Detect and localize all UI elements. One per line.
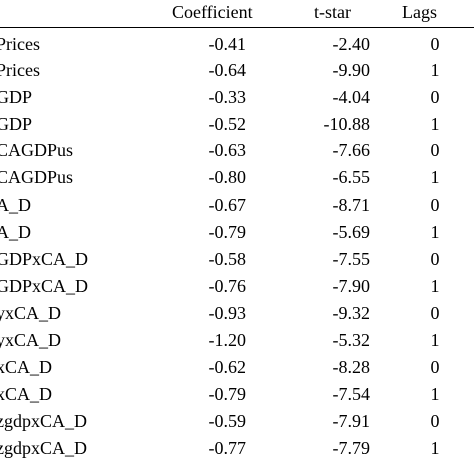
lags-cell: 0	[430, 303, 440, 323]
tstar-cell: -8.71	[332, 195, 371, 215]
variable-cell: A_D	[0, 222, 31, 242]
lags-cell: 0	[430, 87, 440, 107]
table-row: zgdpxCA_D -0.59 -7.91 0	[0, 408, 474, 434]
lags-cell: 1	[430, 384, 440, 404]
table-row: CAGDPus -0.80 -6.55 1	[0, 164, 474, 190]
coefficient-cell: -0.93	[208, 303, 247, 323]
tstar-cell: -7.55	[332, 249, 371, 269]
coefficient-cell: -0.76	[208, 276, 247, 296]
coefficient-cell: -0.41	[208, 34, 247, 54]
table-row: yxCA_D -0.93 -9.32 0	[0, 300, 474, 326]
tstar-cell: -2.40	[332, 34, 371, 54]
table-row: GDP -0.52 -10.88 1	[0, 111, 474, 137]
variable-cell: CAGDPus	[0, 140, 74, 160]
table-row: yxCA_D -1.20 -5.32 1	[0, 327, 474, 353]
table-row: Prices -0.41 -2.40 0	[0, 31, 474, 57]
header-coefficient: Coefficient	[172, 2, 253, 22]
lags-cell: 0	[430, 249, 440, 269]
variable-cell: zgdpxCA_D	[0, 411, 87, 431]
coefficient-cell: -1.20	[208, 330, 247, 350]
header-tstar: t-star	[314, 2, 351, 22]
tstar-cell: -7.90	[332, 276, 371, 296]
coefficient-cell: -0.52	[208, 114, 247, 134]
coefficient-cell: -0.58	[208, 249, 247, 269]
tstar-cell: -5.32	[332, 330, 371, 350]
variable-cell: xCA_D	[0, 357, 53, 377]
tstar-cell: -7.79	[332, 438, 371, 458]
coefficient-cell: -0.33	[208, 87, 247, 107]
lags-cell: 1	[430, 438, 440, 458]
table-row: GDPxCA_D -0.76 -7.90 1	[0, 273, 474, 299]
variable-cell: GDPxCA_D	[0, 276, 89, 296]
table-row: xCA_D -0.79 -7.54 1	[0, 381, 474, 407]
lags-cell: 1	[430, 276, 440, 296]
tstar-cell: -8.28	[332, 357, 371, 377]
variable-cell: A_D	[0, 195, 31, 215]
variable-cell: zgdpxCA_D	[0, 438, 87, 458]
tstar-cell: -9.90	[332, 60, 371, 80]
lags-cell: 0	[430, 357, 440, 377]
lags-cell: 0	[430, 140, 440, 160]
coefficient-cell: -0.79	[208, 384, 247, 404]
variable-cell: CAGDPus	[0, 167, 74, 187]
lags-cell: 0	[430, 195, 440, 215]
coefficient-cell: -0.80	[208, 167, 247, 187]
coefficient-cell: -0.67	[208, 195, 247, 215]
tstar-cell: -9.32	[332, 303, 371, 323]
tstar-cell: -7.66	[332, 140, 371, 160]
variable-cell: xCA_D	[0, 384, 53, 404]
lags-cell: 0	[430, 34, 440, 54]
lags-cell: 1	[430, 330, 440, 350]
coefficient-cell: -0.63	[208, 140, 247, 160]
variable-cell: GDP	[0, 87, 33, 107]
table-row: GDPxCA_D -0.58 -7.55 0	[0, 246, 474, 272]
coefficient-cell: -0.59	[208, 411, 247, 431]
header-divider	[0, 27, 474, 28]
lags-cell: 1	[430, 60, 440, 80]
header-lags: Lags	[402, 2, 437, 22]
table-row: zgdpxCA_D -0.77 -7.79 1	[0, 435, 474, 461]
tstar-cell: -10.88	[323, 114, 371, 134]
coefficient-cell: -0.64	[208, 60, 247, 80]
tstar-cell: -4.04	[332, 87, 371, 107]
lags-cell: 1	[430, 167, 440, 187]
tstar-cell: -7.91	[332, 411, 371, 431]
table-row: xCA_D -0.62 -8.28 0	[0, 354, 474, 380]
coefficient-cell: -0.79	[208, 222, 247, 242]
table-row: CAGDPus -0.63 -7.66 0	[0, 137, 474, 163]
tstar-cell: -5.69	[332, 222, 371, 242]
table-row: GDP -0.33 -4.04 0	[0, 84, 474, 110]
coefficient-cell: -0.62	[208, 357, 247, 377]
coefficient-cell: -0.77	[208, 438, 247, 458]
tstar-cell: -6.55	[332, 167, 371, 187]
variable-cell: GDPxCA_D	[0, 249, 89, 269]
tstar-cell: -7.54	[332, 384, 371, 404]
table-row: Prices -0.64 -9.90 1	[0, 57, 474, 83]
lags-cell: 1	[430, 114, 440, 134]
variable-cell: GDP	[0, 114, 33, 134]
variable-cell: yxCA_D	[0, 330, 62, 350]
variable-cell: yxCA_D	[0, 303, 62, 323]
variable-cell: Prices	[0, 60, 40, 80]
table-row: A_D -0.67 -8.71 0	[0, 192, 474, 218]
table-row: A_D -0.79 -5.69 1	[0, 219, 474, 245]
variable-cell: Prices	[0, 34, 40, 54]
lags-cell: 0	[430, 411, 440, 431]
lags-cell: 1	[430, 222, 440, 242]
